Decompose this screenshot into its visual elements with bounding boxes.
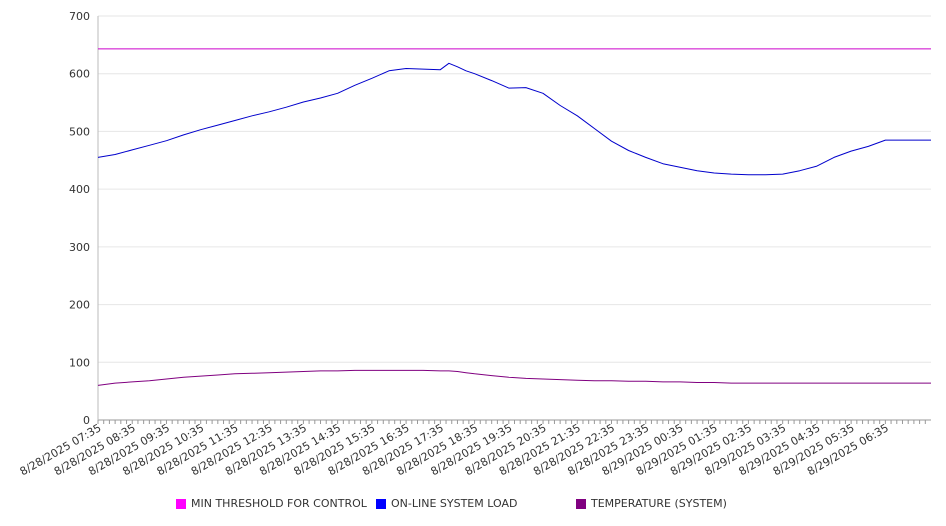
y-tick-label: 0	[83, 414, 90, 427]
series-line-1	[97, 62, 931, 176]
y-tick-label: 100	[69, 356, 90, 369]
series-line-2	[97, 369, 931, 386]
legend-label-system-load: ON-LINE SYSTEM LOAD	[391, 497, 518, 510]
y-tick-label: 200	[69, 299, 90, 312]
legend-item-min-threshold: MIN THRESHOLD FOR CONTROL	[176, 497, 367, 510]
y-tick-label: 500	[69, 125, 90, 138]
legend-label-min-threshold: MIN THRESHOLD FOR CONTROL	[191, 497, 367, 510]
legend-label-temperature: TEMPERATURE (SYSTEM)	[591, 497, 727, 510]
legend-item-system-load: ON-LINE SYSTEM LOAD	[376, 497, 517, 510]
legend-swatch-min-threshold	[176, 498, 186, 509]
y-tick-label: 600	[69, 68, 90, 81]
legend: MIN THRESHOLD FOR CONTROL ON-LINE SYSTEM…	[0, 497, 946, 515]
y-tick-label: 400	[69, 183, 90, 196]
y-tick-label: 700	[69, 10, 90, 23]
legend-item-temperature: TEMPERATURE (SYSTEM)	[576, 497, 727, 510]
legend-swatch-system-load	[376, 498, 386, 509]
legend-swatch-temperature	[576, 498, 586, 509]
y-tick-label: 300	[69, 241, 90, 254]
